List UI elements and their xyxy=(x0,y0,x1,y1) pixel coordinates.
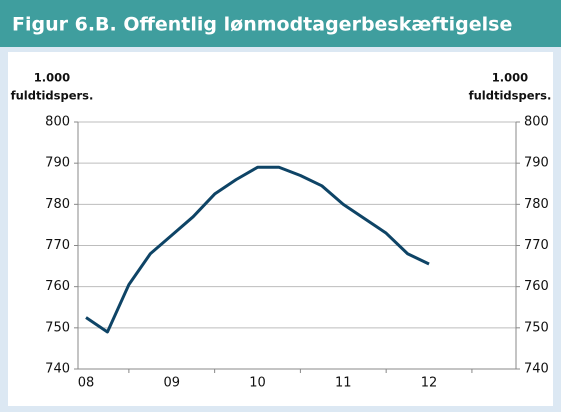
x-tick-label: 12 xyxy=(421,376,438,391)
y2-tick-label: 770 xyxy=(524,238,549,253)
y-tick-label: 780 xyxy=(45,197,70,212)
plot-panel xyxy=(8,52,553,406)
x-tick-label: 10 xyxy=(249,376,266,391)
x-tick-label: 09 xyxy=(163,376,180,391)
y-tick-label: 800 xyxy=(45,115,70,130)
y2-tick-label: 790 xyxy=(524,156,549,171)
y2-tick-label: 760 xyxy=(524,279,549,294)
y2-tick-label: 740 xyxy=(524,362,549,377)
y2-axis-label: fuldtidspers. xyxy=(469,89,552,103)
y-tick-label: 790 xyxy=(45,156,70,171)
y-tick-label: 770 xyxy=(45,238,70,253)
title-banner xyxy=(0,0,561,47)
y-tick-label: 740 xyxy=(45,362,70,377)
y-axis-label: fuldtidspers. xyxy=(11,89,94,103)
chart-title: Figur 6.B. Offentlig lønmodtagerbeskæfti… xyxy=(12,14,512,36)
x-tick-label: 11 xyxy=(335,376,352,391)
x-tick-label: 08 xyxy=(78,376,95,391)
y-axis-label: 1.000 xyxy=(34,71,70,85)
y2-tick-label: 800 xyxy=(524,115,549,130)
data-line xyxy=(85,165,430,334)
y2-tick-label: 780 xyxy=(524,197,549,212)
y-tick-label: 750 xyxy=(45,320,70,335)
y2-tick-label: 750 xyxy=(524,320,549,335)
y2-axis-label: 1.000 xyxy=(492,71,528,85)
y-tick-label: 760 xyxy=(45,279,70,294)
